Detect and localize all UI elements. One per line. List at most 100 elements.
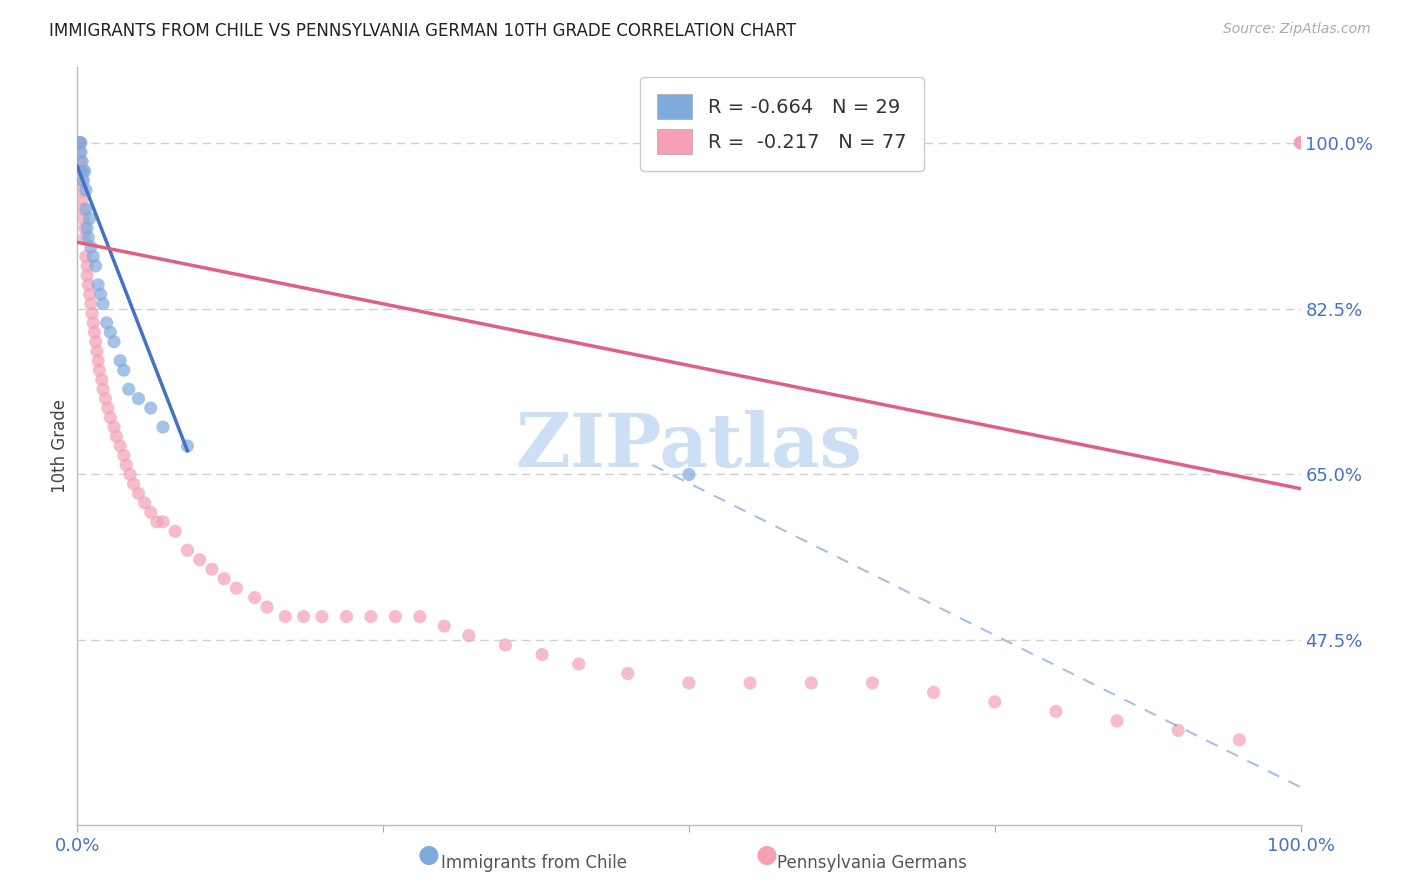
Point [1289,136,1312,150]
Point [118,467,141,482]
Point [127,486,149,500]
Point [79,287,101,301]
Point [1045,705,1067,719]
Point [360,609,382,624]
Point [103,334,125,349]
Text: Pennsylvania Germans: Pennsylvania Germans [776,855,967,872]
Point [79,211,101,226]
Point [86,344,108,359]
Point [256,600,278,615]
Point [83,325,105,339]
Point [139,401,162,416]
Point [457,629,479,643]
Point [70,145,93,160]
Point [152,515,174,529]
Point [87,277,110,292]
Point [76,259,98,273]
Point [112,449,135,463]
Point [72,164,94,178]
Point [127,392,149,406]
Point [89,363,111,377]
Point [77,230,100,244]
Point [70,164,93,178]
Point [243,591,266,605]
Point [90,287,112,301]
Point [311,609,333,624]
Text: ●: ● [755,843,778,867]
Point [70,183,93,197]
Point [70,174,93,188]
Point [90,373,112,387]
Point [1289,136,1312,150]
Point [76,268,98,283]
Point [75,202,97,216]
Text: ZIPatlas: ZIPatlas [516,409,862,483]
Point [740,676,762,690]
Point [73,221,96,235]
Point [96,316,118,330]
Point [678,676,700,690]
Point [139,505,162,519]
Point [77,277,100,292]
Point [1167,723,1189,738]
Point [73,164,96,178]
Point [984,695,1007,709]
Point [568,657,591,671]
Point [82,250,104,264]
Point [97,401,120,416]
Point [1289,136,1312,150]
Point [69,136,91,150]
Point [75,183,97,197]
Point [335,609,357,624]
Point [292,609,315,624]
Point [115,458,138,472]
Point [80,306,103,320]
Point [176,543,198,558]
Point [72,211,94,226]
Point [384,609,406,624]
Point [75,250,97,264]
Point [98,325,121,339]
Point [617,666,640,681]
Text: IMMIGRANTS FROM CHILE VS PENNSYLVANIA GERMAN 10TH GRADE CORRELATION CHART: IMMIGRANTS FROM CHILE VS PENNSYLVANIA GE… [49,22,796,40]
Point [678,467,700,482]
Point [1107,714,1129,728]
Point [94,392,117,406]
Legend: R = -0.664   N = 29, R =  -0.217   N = 77: R = -0.664 N = 29, R = -0.217 N = 77 [640,77,924,171]
Point [112,363,135,377]
Point [152,420,174,434]
Point [922,685,945,699]
Point [87,353,110,368]
Point [165,524,187,539]
Text: Source: ZipAtlas.com: Source: ZipAtlas.com [1223,22,1371,37]
Text: Immigrants from Chile: Immigrants from Chile [441,855,627,872]
Point [70,154,93,169]
Point [1229,732,1251,747]
Point [146,515,169,529]
Point [98,410,121,425]
Point [72,202,94,216]
Point [70,154,93,169]
Point [73,230,96,244]
Point [80,240,103,254]
Point [91,297,114,311]
Point [122,476,145,491]
Point [80,297,103,311]
Y-axis label: 10th Grade: 10th Grade [51,399,69,493]
Point [134,496,156,510]
Point [1289,136,1312,150]
Point [105,429,128,443]
Point [118,382,141,396]
Point [84,259,107,273]
Point [70,193,93,207]
Point [82,316,104,330]
Point [69,136,91,150]
Point [212,572,235,586]
Point [800,676,823,690]
Point [108,353,131,368]
Point [76,221,98,235]
Point [91,382,114,396]
Point [188,553,211,567]
Text: ●: ● [418,843,440,867]
Point [103,420,125,434]
